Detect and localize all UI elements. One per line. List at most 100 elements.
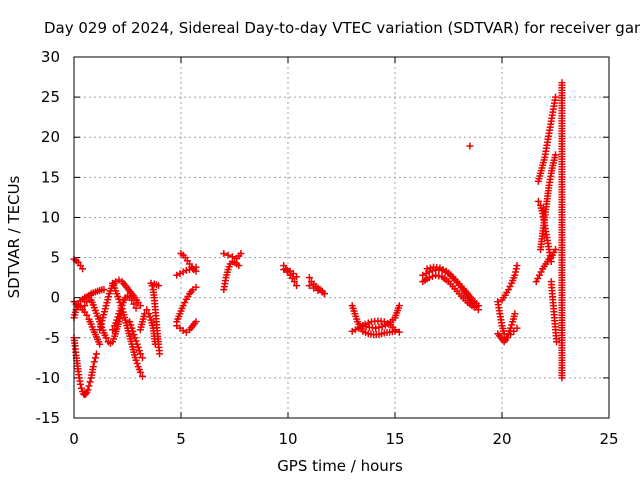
series-pass-ae <box>494 324 521 346</box>
data-point <box>94 312 103 323</box>
data-point <box>138 372 146 380</box>
data-point <box>91 354 99 362</box>
data-point <box>136 368 144 376</box>
series-pass-al <box>558 79 566 382</box>
data-point <box>507 321 516 332</box>
data-point <box>289 270 297 278</box>
series-pass-m <box>173 318 200 336</box>
data-point <box>75 374 84 385</box>
data-point <box>132 304 140 312</box>
series-pass-i <box>126 318 146 362</box>
data-point <box>119 296 128 306</box>
data-point <box>87 371 96 382</box>
data-point <box>558 79 566 171</box>
series-pass-aa <box>423 263 482 310</box>
data-point <box>423 264 434 273</box>
series-pass-ac <box>466 142 474 150</box>
data-point <box>451 285 463 298</box>
data-point <box>543 132 553 149</box>
data-point <box>136 350 144 358</box>
x-tick-label: 0 <box>69 430 79 448</box>
data-point <box>534 172 544 185</box>
data-point <box>509 312 518 326</box>
data-point <box>173 271 181 279</box>
data-point <box>438 273 450 284</box>
series-pass-aj <box>532 246 559 286</box>
data-point <box>235 262 243 270</box>
data-point <box>547 162 557 177</box>
y-tick-label: 30 <box>41 48 60 66</box>
data-point <box>545 172 555 189</box>
data-point <box>130 331 139 342</box>
series-pass-y <box>359 302 403 332</box>
data-point <box>96 340 104 348</box>
data-point <box>222 268 231 282</box>
data-point <box>220 277 229 294</box>
data-point <box>432 271 443 280</box>
data-point <box>224 263 233 274</box>
y-tick-label: 0 <box>50 289 60 307</box>
grid-lines <box>74 57 609 418</box>
data-point <box>132 337 141 348</box>
chart-title: Day 029 of 2024, Sidereal Day-to-day VTE… <box>44 19 640 37</box>
series-pass-v <box>305 282 328 298</box>
data-point <box>501 288 511 299</box>
data-point <box>543 184 553 205</box>
data-point <box>220 250 228 258</box>
data-point <box>102 293 113 310</box>
data-point <box>391 326 399 334</box>
series-pass-l <box>150 280 163 290</box>
data-point <box>113 313 122 324</box>
data-point <box>100 329 109 339</box>
axis-ticks: 0 5 10 15 20 25 -15 -10 -5 0 5 10 15 20 25 30 <box>36 48 619 448</box>
data-point <box>549 154 559 167</box>
data-point <box>378 321 389 331</box>
data-point <box>155 282 163 290</box>
data-point <box>513 262 521 270</box>
y-tick-label: -15 <box>36 409 61 427</box>
x-tick-label: 20 <box>492 430 511 448</box>
data-point <box>534 197 542 205</box>
data-point <box>293 273 301 281</box>
data-point <box>305 274 313 282</box>
data-point <box>134 363 143 373</box>
y-tick-label: 10 <box>41 208 60 226</box>
data-point <box>293 282 301 290</box>
data-point <box>237 250 245 258</box>
data-point <box>128 296 136 304</box>
plot-frame <box>73 56 610 419</box>
data-point <box>113 290 122 300</box>
data-point <box>558 165 566 239</box>
data-point <box>545 120 555 137</box>
data-point <box>470 303 478 311</box>
data-point <box>100 286 108 294</box>
data-point <box>395 302 403 310</box>
data-point <box>537 201 546 215</box>
series-pass-q <box>220 258 243 294</box>
data-point <box>84 386 92 394</box>
data-point <box>145 310 154 321</box>
data-point <box>541 144 550 161</box>
data-point <box>558 374 566 382</box>
data-point <box>192 283 200 291</box>
data-point <box>474 302 482 310</box>
data-point <box>425 272 436 282</box>
data-point <box>395 328 403 336</box>
y-tick-label: 25 <box>41 88 60 106</box>
y-axis-label: SDTVAR / TECUs <box>5 175 23 298</box>
y-tick-label: 15 <box>41 168 60 186</box>
y-tick-label: 20 <box>41 128 60 146</box>
data-point <box>102 334 110 342</box>
data-point <box>372 323 383 332</box>
series-pass-b <box>70 334 100 399</box>
data-point <box>76 380 84 388</box>
data-point <box>280 266 288 274</box>
x-tick-label: 25 <box>599 430 618 448</box>
data-point <box>314 286 322 294</box>
data-point <box>192 267 200 275</box>
data-point <box>173 312 183 326</box>
data-point <box>552 246 559 254</box>
x-tick-label: 10 <box>278 430 297 448</box>
